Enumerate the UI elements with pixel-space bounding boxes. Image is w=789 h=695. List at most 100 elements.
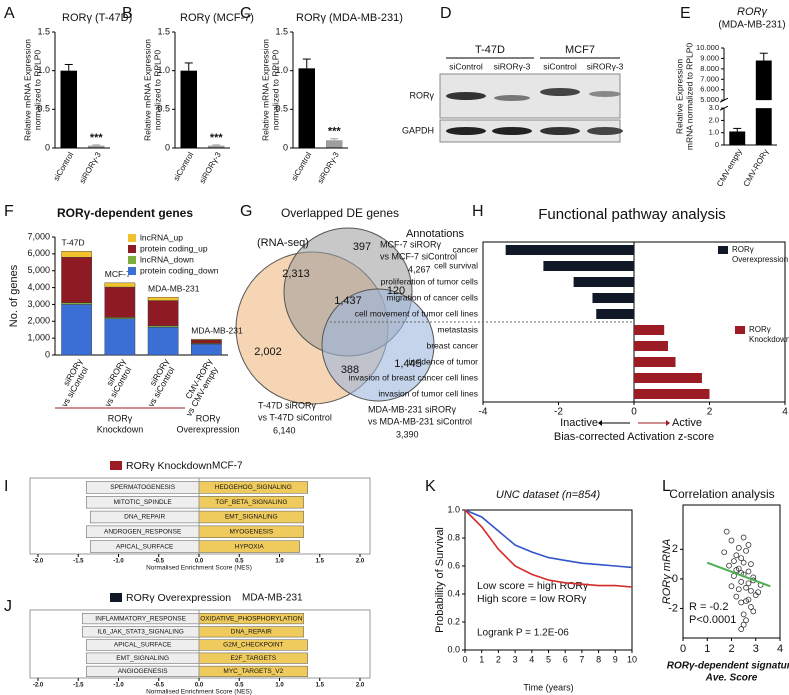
category-label: invasion of tumor cell lines bbox=[378, 388, 478, 398]
panel-letter: D bbox=[440, 5, 452, 22]
venn-count: 120 bbox=[387, 285, 405, 297]
x-tick-label: 2.0 bbox=[356, 559, 365, 565]
bar-segment bbox=[147, 300, 179, 327]
x-tick-label: 4 bbox=[777, 643, 783, 655]
plot-frame bbox=[29, 477, 371, 555]
bar-label: EMT_SIGNALING bbox=[225, 514, 278, 521]
x-tick-label: 1.5 bbox=[316, 559, 325, 565]
y-axis-label: RORγ mRNA bbox=[661, 539, 673, 604]
x-tick-label: siControl bbox=[172, 150, 196, 182]
bar-label: ANGIOGENESIS bbox=[118, 668, 169, 675]
venn-count: 2,313 bbox=[282, 268, 310, 280]
panel-letter: J bbox=[4, 598, 12, 615]
bar bbox=[505, 245, 634, 255]
point bbox=[743, 584, 749, 591]
point bbox=[740, 611, 747, 618]
bar bbox=[592, 293, 634, 303]
x-tick-label: -2 bbox=[554, 407, 563, 418]
legend-label: protein coding_up bbox=[140, 243, 208, 253]
bar-label: MCF-7 bbox=[105, 269, 131, 279]
blot-band bbox=[492, 127, 532, 135]
group-label: Overexpression bbox=[176, 424, 239, 434]
x-axis-label: Time (years) bbox=[523, 682, 573, 692]
chart-subtitle: Annotations bbox=[406, 228, 465, 240]
bar-label: APICAL_SURFACE bbox=[114, 642, 172, 649]
venn-set-label: MCF-7 siRORγ bbox=[380, 239, 441, 249]
x-tick-label: 3 bbox=[513, 654, 518, 664]
y-tick-label: 0.8 bbox=[447, 532, 460, 542]
blot-lane: siControl bbox=[449, 61, 483, 71]
chart-title: RORγ Overexpression bbox=[126, 592, 231, 604]
legend-swatch bbox=[735, 326, 745, 334]
category-label: breast cancer bbox=[427, 340, 479, 350]
category-label: proliferation of tumor cells bbox=[381, 276, 478, 286]
legend-label: RORγ bbox=[732, 245, 754, 254]
bar-label: G2M_CHECKPOINT bbox=[223, 642, 283, 649]
bar-label: T-47D bbox=[61, 238, 84, 248]
y-tick-label: 1.0 bbox=[37, 65, 50, 75]
y-axis-label: normalized to RPLP0 bbox=[270, 50, 280, 131]
bar-segment bbox=[104, 318, 136, 356]
venn-count: 1,445 bbox=[394, 358, 422, 370]
panel-letter: H bbox=[472, 203, 484, 220]
panel-letter: E bbox=[680, 5, 691, 22]
x-tick-label: siControl bbox=[290, 150, 314, 182]
y-tick-label: 2,000 bbox=[27, 316, 50, 326]
x-tick-label: siRORγ-3 bbox=[198, 150, 223, 185]
legend-swatch bbox=[128, 256, 136, 264]
bar bbox=[60, 70, 77, 148]
y-tick-label: 10.000 bbox=[696, 43, 719, 52]
x-tick-label: 1 bbox=[479, 654, 484, 664]
venn-set-total: 4,267 bbox=[408, 264, 431, 274]
y-tick-label: 4,000 bbox=[27, 282, 50, 292]
blot-band bbox=[589, 91, 621, 97]
x-tick-label: CMV-RORγ bbox=[742, 148, 771, 189]
y-tick-label: 0 bbox=[45, 142, 50, 152]
x-tick-label: 2 bbox=[496, 654, 501, 664]
y-tick-label: 2.0 bbox=[709, 115, 719, 124]
venn-set-mda bbox=[321, 288, 435, 402]
y-tick-label: 1.0 bbox=[709, 128, 719, 137]
point bbox=[731, 558, 737, 565]
bar-segment bbox=[191, 339, 222, 344]
x-tick-label: -1.5 bbox=[73, 559, 84, 565]
x-tick-label: 9 bbox=[613, 654, 618, 664]
x-tick-label: 0.0 bbox=[195, 559, 204, 565]
y-tick-label: 8.000 bbox=[700, 64, 719, 73]
venn-count: 1,437 bbox=[334, 295, 362, 307]
x-tick-label: 10 bbox=[627, 654, 637, 664]
venn-count: 397 bbox=[353, 241, 371, 253]
legend-label: protein coding_down bbox=[140, 265, 219, 275]
venn-set-label: vs MDA-MB-231 siControl bbox=[368, 416, 472, 426]
bar bbox=[634, 341, 668, 351]
x-tick-label: siControl bbox=[52, 150, 76, 182]
x-tick-label: 5 bbox=[546, 654, 551, 664]
blot-band bbox=[540, 127, 580, 135]
survival-line bbox=[464, 509, 633, 588]
survival-line bbox=[464, 509, 633, 569]
blot-row: RORγ bbox=[410, 90, 435, 100]
legend-swatch bbox=[718, 246, 728, 254]
legend-swatch bbox=[128, 245, 136, 253]
bar-segment bbox=[147, 326, 179, 356]
bar-segment bbox=[104, 317, 136, 319]
bar-segment bbox=[61, 257, 92, 303]
bar bbox=[634, 389, 710, 399]
y-tick-label: 7,000 bbox=[27, 231, 50, 241]
blot-band bbox=[446, 92, 486, 100]
point bbox=[745, 542, 752, 548]
y-axis-label: mRNA normalized to RPLP0 bbox=[684, 43, 694, 151]
x-tick-label: -0.5 bbox=[154, 559, 165, 565]
y-axis-label: normalized to RPLP0 bbox=[32, 50, 42, 131]
bar-label: HYPOXIA bbox=[235, 543, 265, 550]
x-tick-label: -2.0 bbox=[33, 559, 44, 565]
x-tick-label: -1.5 bbox=[73, 683, 84, 689]
bar-label: APICAL_SURFACE bbox=[116, 543, 174, 550]
venn-set-label: vs MCF-7 siControl bbox=[380, 251, 457, 261]
chart-title: RORγ (MCF-7) bbox=[180, 12, 254, 24]
bar bbox=[88, 145, 105, 148]
